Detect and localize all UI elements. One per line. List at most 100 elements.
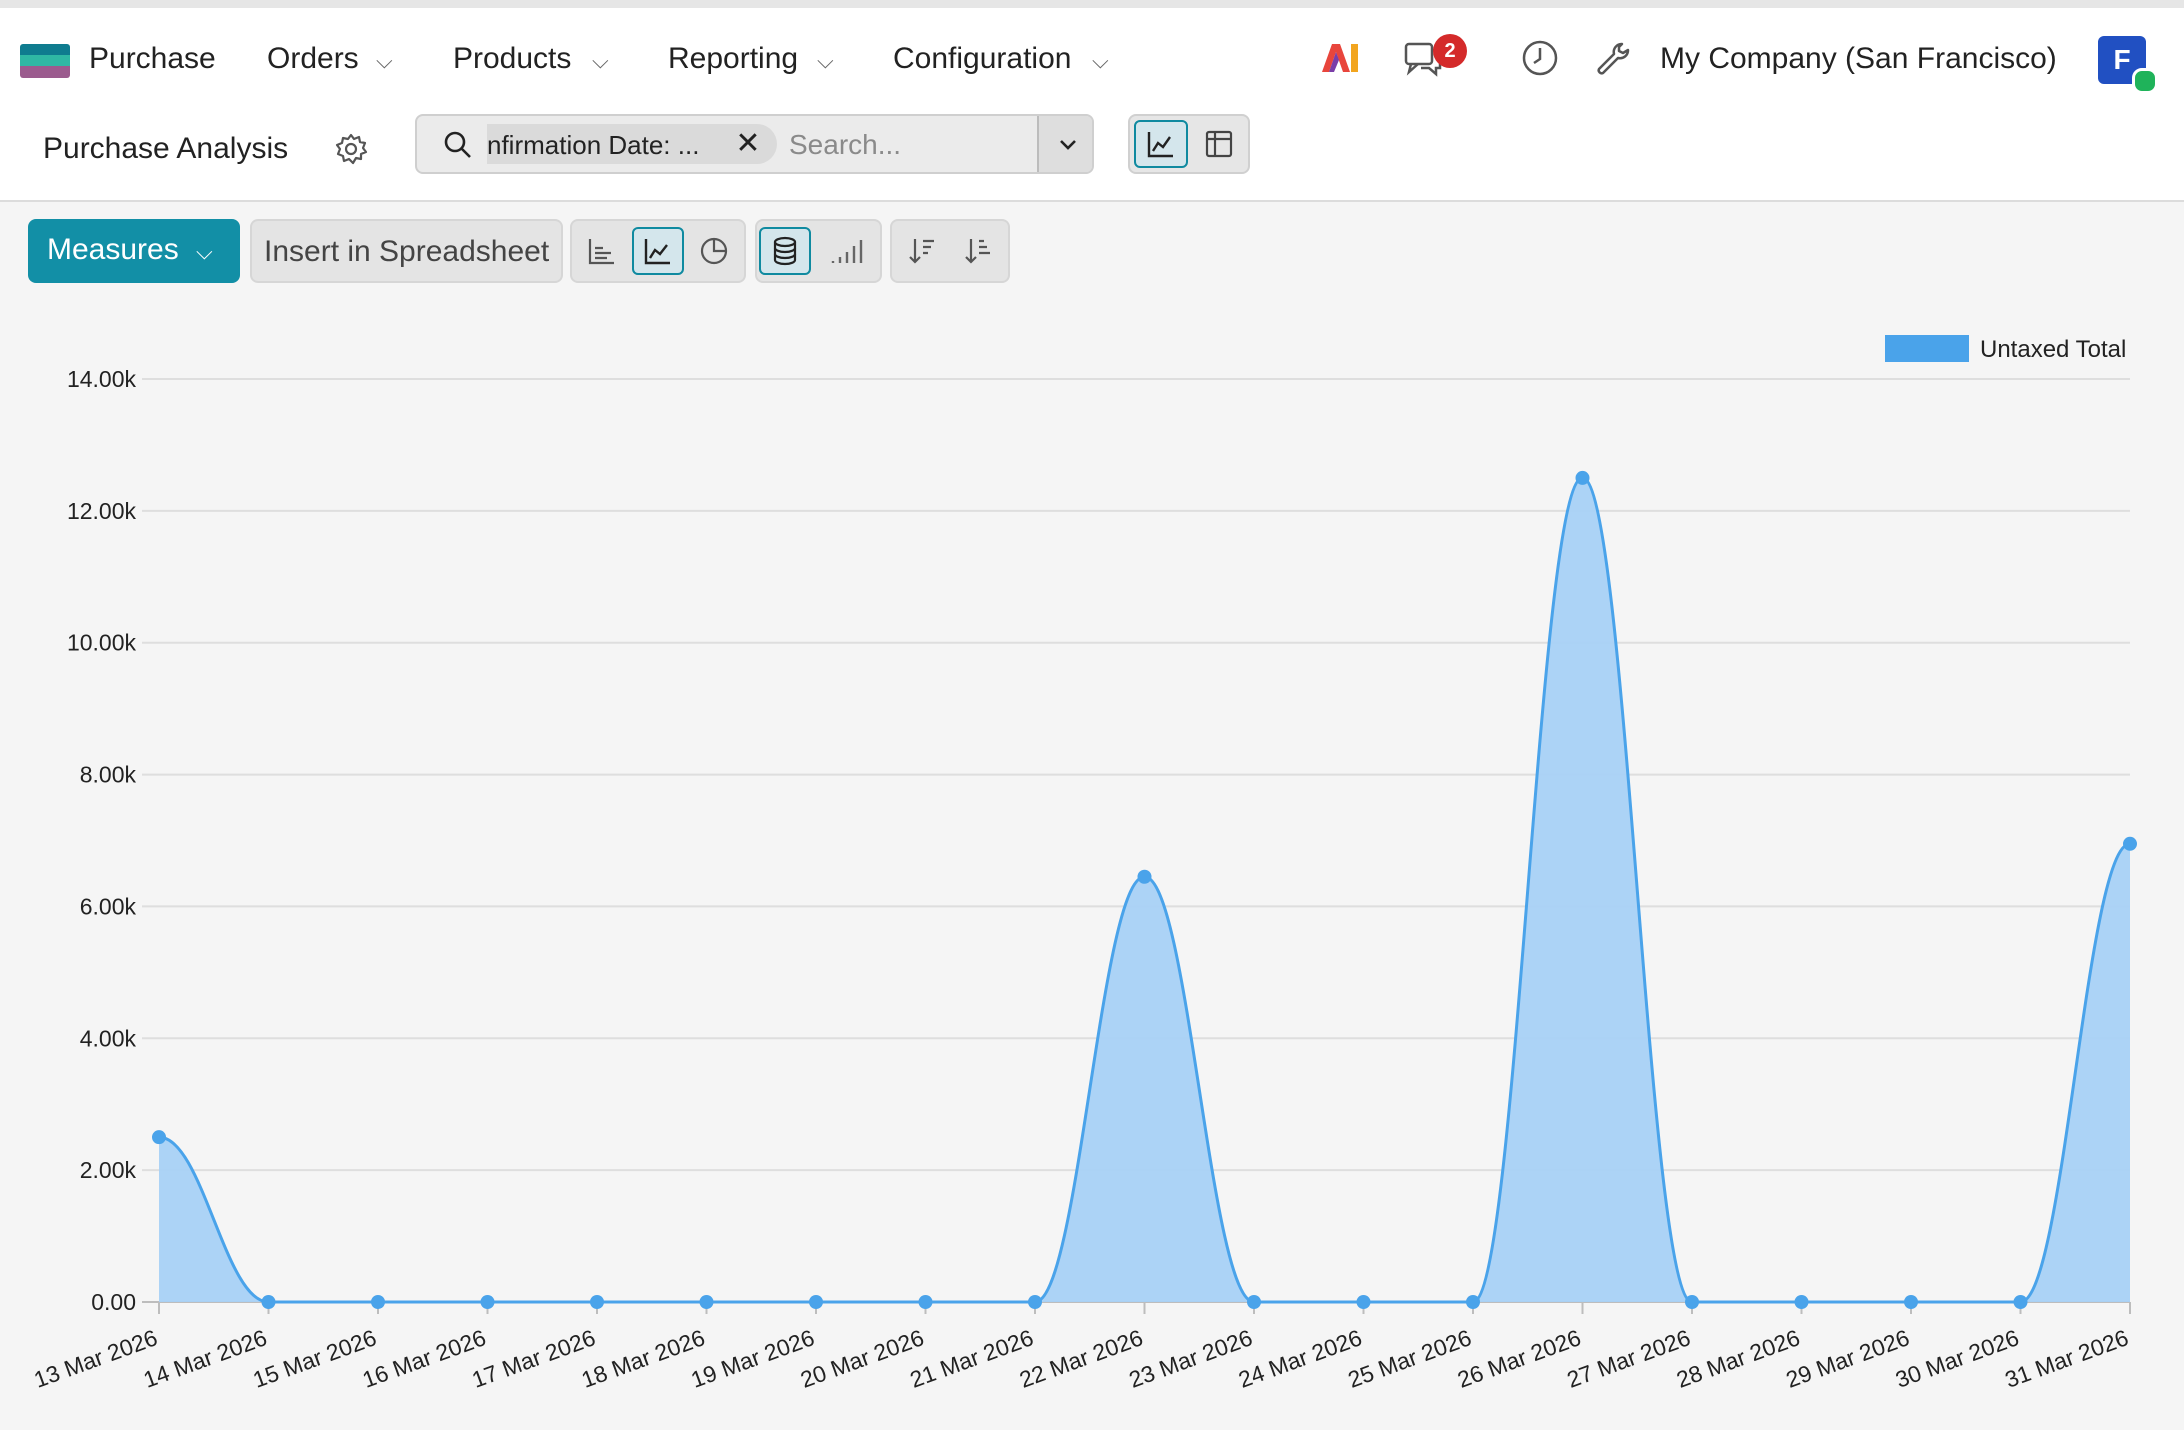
data-point xyxy=(371,1295,385,1309)
chevron-down-icon: ⌵ xyxy=(376,48,393,73)
y-tick-label: 14.00k xyxy=(67,366,137,392)
ai-icon[interactable] xyxy=(1318,36,1362,80)
line-chart-icon xyxy=(644,239,670,265)
pie-chart-icon xyxy=(700,237,728,265)
x-tick-label: 18 Mar 2026 xyxy=(578,1324,708,1393)
chevron-down-icon: ⌵ xyxy=(817,48,834,73)
x-tick-label: 24 Mar 2026 xyxy=(1235,1324,1365,1393)
bar-chart-icon xyxy=(588,239,614,265)
purchase-app-icon[interactable] xyxy=(20,44,70,78)
sort-descending-icon xyxy=(909,239,934,264)
sort-ascending-icon xyxy=(965,239,990,264)
menu-reporting[interactable]: Reporting xyxy=(668,42,799,75)
x-tick-label: 21 Mar 2026 xyxy=(906,1324,1036,1393)
chevron-down-icon xyxy=(1059,140,1076,150)
x-tick-label: 27 Mar 2026 xyxy=(1563,1324,1693,1393)
y-tick-label: 12.00k xyxy=(67,498,137,524)
bar-chart-button[interactable] xyxy=(576,227,628,275)
data-point xyxy=(261,1295,276,1309)
data-point xyxy=(1685,1295,1699,1309)
area-chart-icon xyxy=(1147,132,1173,158)
data-point xyxy=(480,1295,495,1309)
app-name[interactable]: Purchase xyxy=(89,42,216,75)
search-input[interactable] xyxy=(787,124,1041,166)
data-point xyxy=(1794,1295,1809,1309)
clock-icon[interactable] xyxy=(1518,36,1562,80)
data-point xyxy=(1356,1295,1371,1309)
data-point xyxy=(590,1295,604,1309)
y-tick-label: 2.00k xyxy=(80,1157,137,1183)
remove-facet-close-icon[interactable]: ✕ xyxy=(735,126,761,160)
y-tick-label: 8.00k xyxy=(80,762,137,788)
signal-bars-icon xyxy=(831,240,863,263)
chart-options-group xyxy=(755,219,882,283)
x-tick-label: 31 Mar 2026 xyxy=(2001,1324,2131,1393)
gear-icon[interactable] xyxy=(332,130,370,168)
data-point xyxy=(1137,869,1152,884)
messages-count-badge: 2 xyxy=(1433,34,1467,68)
chevron-down-icon: ⌵ xyxy=(592,48,609,73)
x-tick-label: 28 Mar 2026 xyxy=(1673,1324,1803,1393)
y-tick-label: 0.00 xyxy=(91,1289,136,1315)
user-avatar[interactable]: F xyxy=(2098,36,2146,84)
x-tick-label: 16 Mar 2026 xyxy=(359,1324,489,1393)
online-status-indicator xyxy=(2132,68,2158,94)
data-point xyxy=(2123,836,2137,851)
data-point xyxy=(152,1130,166,1145)
sort-descending-button[interactable] xyxy=(896,227,948,275)
data-point xyxy=(1575,470,1590,485)
menu-configuration[interactable]: Configuration xyxy=(893,42,1072,75)
search-icon xyxy=(443,130,473,160)
chevron-down-icon: ⌵ xyxy=(196,239,213,264)
x-tick-label: 14 Mar 2026 xyxy=(140,1324,270,1393)
measures-label: Measures xyxy=(47,233,179,266)
graph-view-button[interactable] xyxy=(1134,120,1188,168)
menu-products[interactable]: Products xyxy=(453,42,572,75)
cumulative-toggle-button[interactable] xyxy=(823,227,875,275)
data-point xyxy=(1904,1295,1918,1309)
pie-chart-button[interactable] xyxy=(688,227,740,275)
sort-ascending-button[interactable] xyxy=(952,227,1004,275)
line-chart-button[interactable] xyxy=(632,227,684,275)
x-tick-label: 17 Mar 2026 xyxy=(468,1324,598,1393)
view-switcher xyxy=(1128,114,1250,174)
x-tick-label: 25 Mar 2026 xyxy=(1344,1324,1474,1393)
sort-group xyxy=(890,219,1010,283)
legend-label: Untaxed Total xyxy=(1980,336,2126,363)
top-navbar: Purchase Orders ⌵ Products ⌵ Reporting ⌵… xyxy=(0,0,2184,106)
data-point xyxy=(2013,1295,2028,1309)
data-point xyxy=(699,1295,714,1309)
menu-orders[interactable]: Orders xyxy=(267,42,359,75)
wrench-icon[interactable] xyxy=(1590,36,1634,80)
x-tick-label: 20 Mar 2026 xyxy=(797,1324,927,1393)
purchase-analysis-chart: 0.00 2.00k 4.00k 6.00k 8.00k 10.00k 12.00k 14.0… xyxy=(30,335,2137,1393)
search-facet-filter[interactable]: nfirmation Date: ... ✕ xyxy=(487,124,777,164)
measures-dropdown[interactable]: Measures ⌵ xyxy=(28,219,240,283)
x-tick-label: 23 Mar 2026 xyxy=(1125,1324,1255,1393)
insert-label: Insert in Spreadsheet xyxy=(264,235,550,268)
data-point xyxy=(1028,1295,1042,1309)
x-tick-label: 29 Mar 2026 xyxy=(1782,1324,1912,1393)
data-point xyxy=(918,1295,933,1309)
x-tick-label: 30 Mar 2026 xyxy=(1892,1324,2022,1393)
legend-swatch xyxy=(1885,335,1969,362)
database-icon xyxy=(773,236,797,266)
series-area-fill xyxy=(159,477,2130,1303)
data-point xyxy=(1466,1295,1480,1309)
y-tick-label: 6.00k xyxy=(80,893,137,919)
facet-label: nfirmation Date: ... xyxy=(487,130,700,160)
data-point xyxy=(1247,1295,1261,1309)
insert-in-spreadsheet-button[interactable]: Insert in Spreadsheet xyxy=(250,219,563,283)
stacked-toggle-button[interactable] xyxy=(759,227,811,275)
x-tick-label: 15 Mar 2026 xyxy=(249,1324,379,1393)
x-tick-label: 22 Mar 2026 xyxy=(1016,1324,1146,1393)
search-options-toggle[interactable] xyxy=(1037,116,1092,172)
company-switcher[interactable]: My Company (San Francisco) xyxy=(1660,42,2057,75)
y-tick-label: 4.00k xyxy=(80,1025,137,1051)
table-icon xyxy=(1205,130,1233,158)
x-tick-label: 13 Mar 2026 xyxy=(30,1324,160,1393)
control-panel: Purchase Analysis nfirmation Date: ... ✕ xyxy=(0,106,2184,202)
chart-type-group xyxy=(570,219,746,283)
pivot-view-button[interactable] xyxy=(1192,120,1246,168)
search-bar: nfirmation Date: ... ✕ xyxy=(415,114,1094,174)
